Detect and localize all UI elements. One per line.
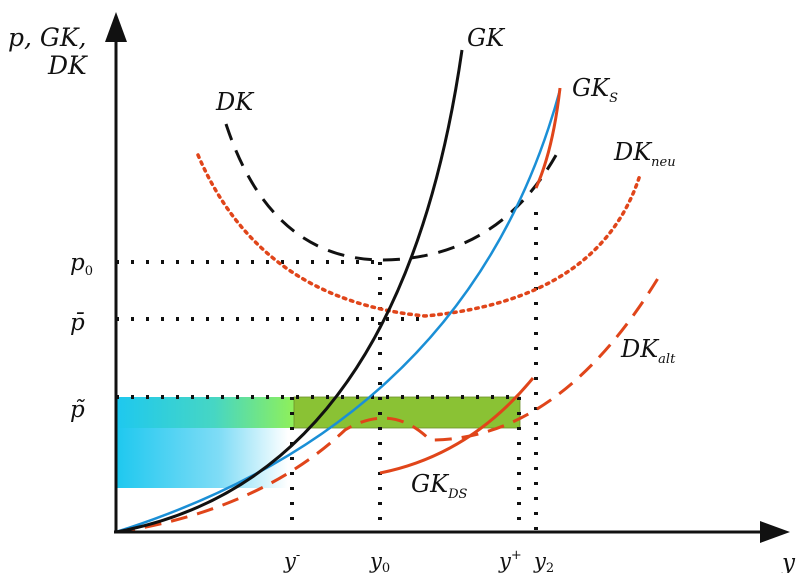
series-label-dk-neu: DKneu — [613, 138, 676, 170]
y-axis-arrow — [105, 12, 127, 42]
series-label-gk-s: GKS — [572, 74, 618, 106]
x-tick-y0: y0 — [369, 549, 390, 573]
curves — [115, 49, 662, 534]
curve-gk-ds — [379, 377, 535, 475]
x-tick-y2: y2 — [533, 549, 554, 573]
series-label-dk: DK — [215, 88, 255, 116]
curve-gk-s-upper — [534, 87, 562, 189]
shaded-area-top — [116, 397, 294, 428]
shaded-area-bottom — [116, 428, 288, 488]
y-tick-p0: p0 — [70, 250, 93, 279]
guide-lines — [116, 212, 538, 530]
curve-gk — [115, 49, 464, 534]
x-tick-yplus: y+ — [498, 548, 522, 573]
y-axis-label-line2: DK — [47, 51, 88, 80]
axes — [105, 12, 790, 543]
series-label-dk-alt: DKalt — [620, 335, 676, 367]
x-axis-label: y — [781, 550, 796, 573]
series-label-gk: GK — [467, 24, 506, 52]
x-tick-yminus: y- — [283, 548, 300, 573]
y-tick-ptilde: p̃ — [70, 397, 85, 423]
curve-dk-neu — [196, 153, 642, 318]
curve-dk-alt — [117, 274, 662, 534]
curve-gk-s — [115, 89, 562, 534]
series-label-gk-ds: GKDS — [411, 470, 468, 502]
y-tick-pbar: p̄ — [70, 310, 85, 336]
curve-dk — [224, 123, 562, 262]
x-axis-arrow — [760, 521, 790, 543]
y-axis-label-line1: p, GK, — [8, 23, 87, 52]
